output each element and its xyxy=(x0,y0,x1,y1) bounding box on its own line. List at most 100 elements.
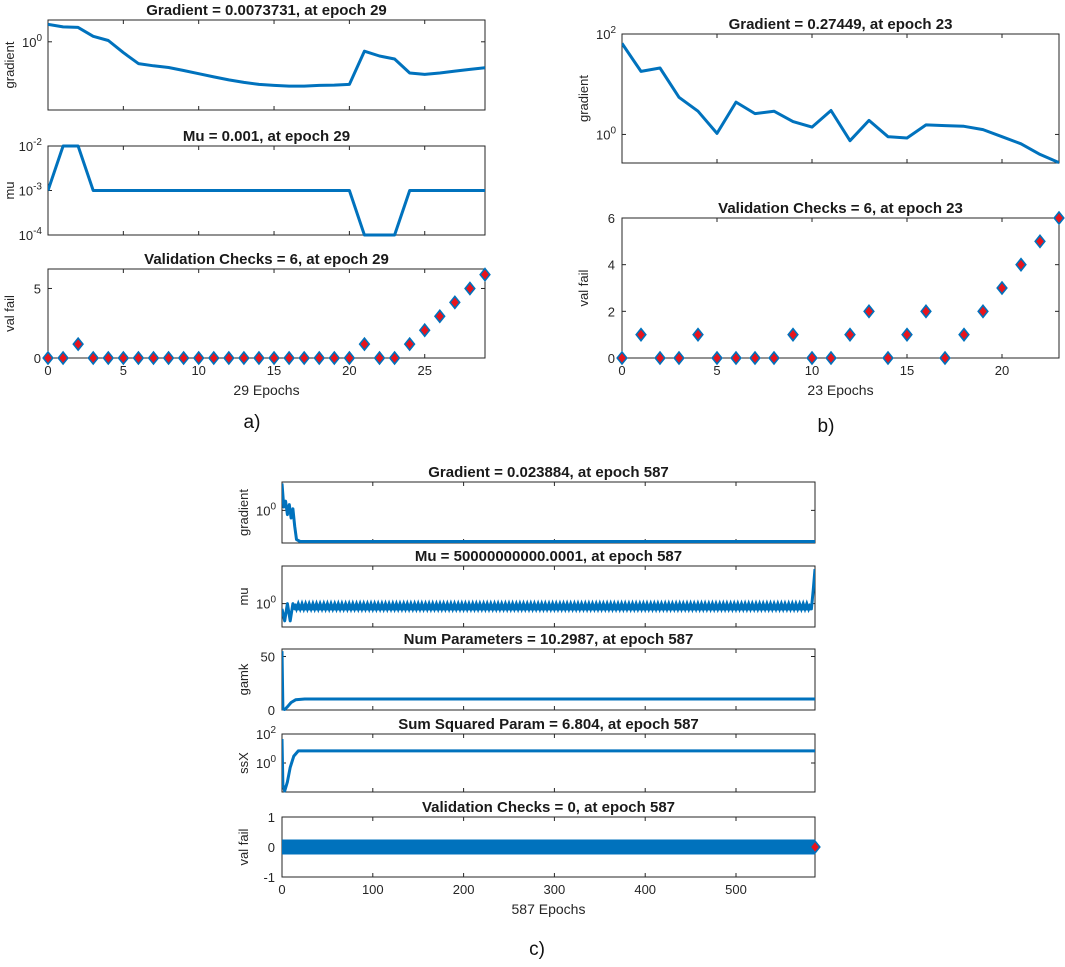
x-tick-label: 5 xyxy=(120,363,127,378)
y-tick-label: 100 xyxy=(596,125,616,142)
tick-base: 10 xyxy=(22,35,36,50)
y-tick-label: 10-4 xyxy=(19,226,43,243)
chart-c3: Num Parameters = 10.2987, at epoch 587 ga… xyxy=(236,631,816,718)
data-point-marker xyxy=(177,350,190,366)
data-point-marker xyxy=(268,350,280,366)
data-point-marker xyxy=(358,336,371,352)
x-tick-label: 5 xyxy=(713,363,720,378)
chart-title: Sum Squared Param = 6.804, at epoch 587 xyxy=(398,716,699,733)
data-group xyxy=(48,144,485,237)
chart-title: Validation Checks = 0, at epoch 587 xyxy=(422,799,675,816)
data-point-marker xyxy=(373,350,386,366)
series-line xyxy=(622,42,1059,164)
chart-c1: Gradient = 0.023884, at epoch 587 gradien… xyxy=(236,464,816,544)
x-tick-label: 0 xyxy=(618,363,625,378)
data-point-marker xyxy=(147,350,160,366)
tick-base: 10 xyxy=(256,756,270,771)
data-point-marker xyxy=(132,350,145,366)
data-point-marker xyxy=(343,350,356,366)
y-tick-label: 6 xyxy=(608,211,615,226)
x-axis-label: 587 Epochs xyxy=(512,901,586,917)
x-tick-label: 200 xyxy=(453,882,475,897)
y-tick-label: 1 xyxy=(268,810,275,825)
data-point-marker xyxy=(901,327,913,342)
data-point-marker xyxy=(806,350,818,366)
data-point-marker xyxy=(958,327,970,342)
data-point-marker xyxy=(730,350,742,366)
chart-title: Num Parameters = 10.2987, at epoch 587 xyxy=(404,631,694,648)
y-axis-label: val fail xyxy=(2,295,17,332)
data-point-marker xyxy=(433,309,446,324)
x-tick-label: 400 xyxy=(634,882,656,897)
y-tick-label: 0 xyxy=(268,703,275,718)
data-point-marker xyxy=(939,350,951,366)
axes-box xyxy=(281,733,816,793)
data-point-marker xyxy=(1034,234,1046,249)
x-tick-label: 20 xyxy=(342,363,356,378)
y-tick-label: 5 xyxy=(34,281,41,296)
x-tick-label: 25 xyxy=(417,363,431,378)
axes-box xyxy=(47,19,486,111)
tick-exponent: 0 xyxy=(270,754,276,765)
chart-a1: Gradient = 0.0073731, at epoch 29 gradien… xyxy=(2,2,486,111)
data-point-marker xyxy=(654,350,666,366)
data-point-marker xyxy=(844,327,856,342)
tick-exponent: 2 xyxy=(610,25,616,36)
tick-exponent: -2 xyxy=(33,137,42,148)
series-line xyxy=(282,483,815,543)
y-tick-label: 102 xyxy=(596,25,616,42)
data-point-marker xyxy=(418,322,431,338)
data-point-marker xyxy=(253,350,265,366)
data-point-marker xyxy=(223,350,235,366)
data-point-marker xyxy=(449,295,461,310)
data-point-marker xyxy=(863,304,875,319)
axes-box xyxy=(281,565,816,628)
caption-a: a) xyxy=(244,412,261,433)
tick-base: 10 xyxy=(256,503,270,518)
x-tick-label: 10 xyxy=(191,363,205,378)
tick-base: 10 xyxy=(256,727,270,742)
data-point-marker xyxy=(479,267,491,282)
axes-box xyxy=(621,217,1060,359)
data-group xyxy=(282,568,815,623)
data-point-marker xyxy=(749,350,761,366)
data-point-marker xyxy=(768,350,780,366)
data-point-marker xyxy=(673,350,685,366)
data-group xyxy=(622,42,1059,164)
x-tick-label: 20 xyxy=(995,363,1009,378)
data-point-marker xyxy=(87,350,100,366)
x-tick-label: 0 xyxy=(278,882,285,897)
tick-base: 10 xyxy=(19,184,33,199)
data-point-marker xyxy=(102,350,115,366)
chart-c4: Sum Squared Param = 6.804, at epoch 587 s… xyxy=(236,716,816,793)
data-point-marker xyxy=(635,327,647,342)
y-tick-label: 100 xyxy=(256,501,276,518)
x-tick-label: 500 xyxy=(725,882,747,897)
y-tick-label: 10-3 xyxy=(19,182,43,199)
data-point-marker xyxy=(42,350,54,366)
chart-b1: Gradient = 0.27449, at epoch 23 gradient 1… xyxy=(576,16,1060,164)
chart-title: Mu = 0.001, at epoch 29 xyxy=(183,128,350,145)
series-oscillation xyxy=(293,599,812,614)
data-point-marker xyxy=(809,839,821,855)
y-axis-label: gamk xyxy=(236,663,251,695)
y-tick-label: 2 xyxy=(608,304,615,319)
data-group xyxy=(282,651,815,711)
x-tick-label: 15 xyxy=(267,363,281,378)
data-point-marker xyxy=(192,350,205,366)
caption-b: b) xyxy=(818,416,835,437)
data-point-marker xyxy=(882,350,894,366)
y-axis-label: mu xyxy=(236,587,251,605)
x-tick-label: 100 xyxy=(362,882,384,897)
chart-title: Validation Checks = 6, at epoch 23 xyxy=(718,200,963,217)
tick-exponent: 0 xyxy=(36,33,42,44)
y-tick-label: 102 xyxy=(256,725,276,742)
data-point-marker xyxy=(388,350,401,366)
data-point-marker xyxy=(787,327,799,342)
tick-base: 10 xyxy=(596,27,610,42)
series-line xyxy=(282,738,815,793)
data-group xyxy=(282,738,815,793)
data-point-marker xyxy=(117,350,130,366)
y-tick-label: 100 xyxy=(22,33,42,50)
